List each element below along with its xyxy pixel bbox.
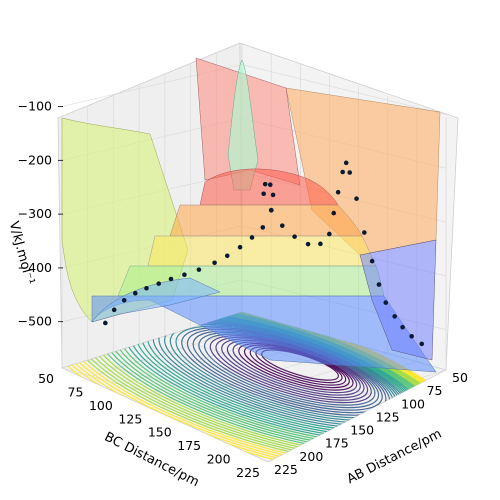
trajectory-point (362, 230, 367, 235)
surface-dome-orange (169, 204, 363, 237)
y-tick-label: 100 (89, 398, 113, 413)
trajectory-point (249, 235, 255, 240)
trajectory (103, 160, 425, 347)
x-tick-label: 75 (427, 383, 443, 398)
surface-dome-yellow (147, 235, 377, 267)
trajectory-point (392, 314, 397, 319)
x-tick-label: 225 (274, 462, 298, 477)
z-tick-label: −100 (18, 99, 52, 114)
z-tick-label: −400 (18, 260, 52, 275)
trajectory-point (168, 276, 174, 282)
trajectory-point (224, 253, 230, 259)
trajectory-point (111, 307, 117, 313)
trajectory-point (144, 285, 149, 291)
trajectory-point (318, 241, 323, 247)
y-tick-label: 75 (68, 384, 84, 399)
trajectory-point (376, 282, 382, 287)
y-tick-label: 200 (207, 452, 231, 467)
z-tick-label: −500 (18, 314, 52, 329)
surface-wall-right-lower (359, 239, 437, 361)
x-tick-label: 50 (452, 370, 468, 385)
x-tick-label: 175 (325, 436, 349, 451)
y-tick-label: 125 (118, 411, 142, 426)
z-tick-label: −300 (18, 206, 52, 221)
x-tick-label: 200 (299, 449, 323, 464)
z-tick-label: −200 (18, 152, 52, 167)
trajectory-point (262, 181, 268, 187)
trajectory-point (335, 189, 341, 195)
trajectory-point (383, 300, 389, 305)
trajectory-point (237, 244, 243, 250)
trajectory-point (409, 333, 414, 339)
trajectory-point (261, 191, 266, 197)
z-axis-ticks: −100 −200 −300 −400 −500 (18, 99, 63, 329)
surface-valley-left (91, 277, 221, 323)
grid-line (87, 359, 292, 419)
trajectory-point (369, 258, 375, 264)
y-tick-label: 50 (38, 371, 54, 386)
trajectory-point (268, 207, 274, 213)
y-tick-label: 150 (148, 425, 172, 440)
grid-line (139, 343, 344, 403)
surface-peak (227, 59, 259, 191)
trajectory-point (270, 192, 276, 198)
trajectory-point (327, 231, 332, 237)
trajectory-point (196, 267, 202, 272)
z-axis-label: V/kJ.mol⁻¹ (6, 220, 37, 287)
trajectory-point (305, 241, 311, 247)
trajectory-point (260, 225, 266, 230)
trajectory-point (343, 160, 349, 166)
trajectory-point (133, 290, 138, 296)
surface-bands (61, 57, 441, 373)
trajectory-point (331, 210, 337, 216)
trajectory-point (182, 272, 187, 278)
trajectory-point (156, 281, 162, 286)
trajectory-point (347, 170, 353, 175)
y-axis-ticks: 50 75 100 125 150 175 200 225 (38, 371, 260, 480)
x-tick-label: 100 (401, 396, 425, 411)
surface-dome-top (199, 168, 339, 206)
y-tick-label: 225 (236, 465, 260, 480)
x-tick-label: 125 (376, 409, 400, 424)
x-tick-label: 150 (350, 423, 374, 438)
trajectory-point (212, 260, 217, 266)
trajectory-point (267, 182, 273, 188)
trajectory-point (354, 196, 359, 201)
trajectory-point (400, 324, 405, 330)
grid-line (241, 64, 447, 115)
y-tick-label: 175 (177, 438, 201, 453)
trajectory-point (121, 297, 127, 303)
trajectory-point (292, 234, 297, 239)
trajectory-point (279, 223, 285, 228)
trajectory-point (340, 169, 345, 175)
trajectory-point (419, 341, 425, 347)
trajectory-point (103, 320, 108, 326)
